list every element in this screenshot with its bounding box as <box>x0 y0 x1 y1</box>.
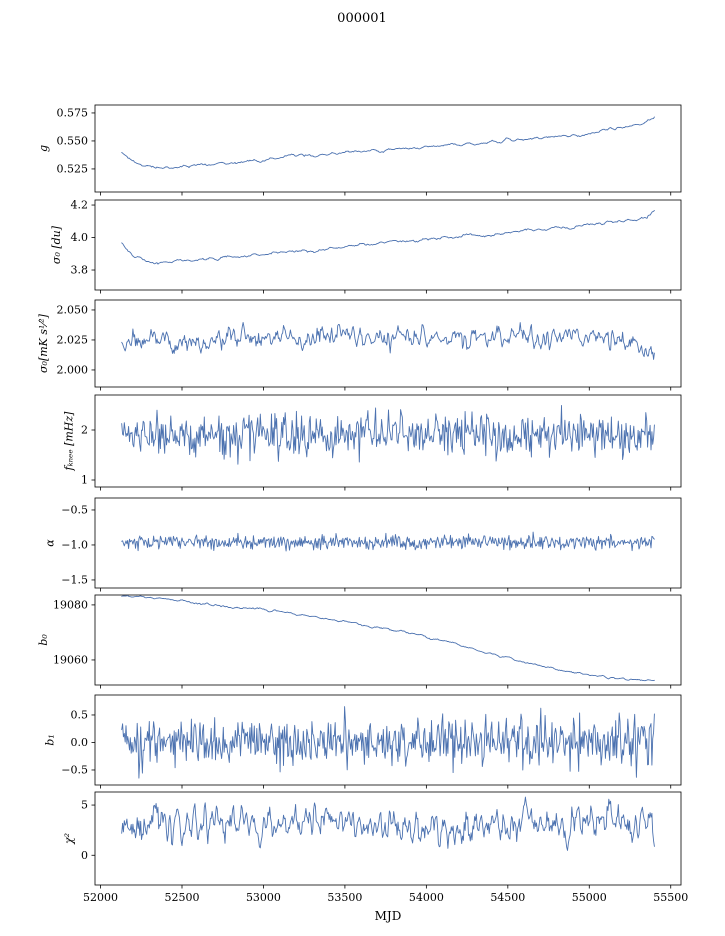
axes-frame <box>94 497 682 589</box>
x-axis-label: MJD <box>375 909 402 923</box>
y-axis-label-alpha: α <box>43 539 56 547</box>
y-axis-label-b1: b₁ <box>43 734 56 745</box>
y-tick-label: 1 <box>81 474 88 487</box>
subplot-g: 0.525 0.550 0.575 g <box>37 104 682 196</box>
y-tick-label: −0.5 <box>61 503 88 516</box>
y-axis-label-sigma0-du: σ₀ [du] <box>50 225 63 264</box>
subplot-b1: −0.5 0.0 0.5 b₁ <box>43 694 682 789</box>
y-axis-label-b0: b₀ <box>37 634 50 646</box>
x-tick-label: 54500 <box>490 891 525 904</box>
y-tick-label: 0.550 <box>57 134 89 147</box>
subplot-fknee: 1 2 fₖₙₑₑ [mHz] <box>63 394 682 491</box>
y-axis-label-fknee: fₖₙₑₑ [mHz] <box>63 411 76 472</box>
y-tick-label: 0.525 <box>57 162 89 175</box>
y-tick-label: −1.5 <box>61 573 88 586</box>
y-tick-label: 4.0 <box>71 231 89 244</box>
x-tick-label: 54000 <box>409 891 444 904</box>
series-line-g <box>121 116 655 169</box>
x-tick-label: 52000 <box>83 891 118 904</box>
y-tick-label: 0.575 <box>57 106 89 119</box>
subplot-sigma0-mks: 2.000 2.025 2.050 σ₀[mK s¹⁄²] <box>37 299 682 391</box>
x-tick-label: 53500 <box>327 891 362 904</box>
x-tick-label: 55500 <box>653 891 688 904</box>
series-line-chi2 <box>121 796 655 851</box>
y-tick-label: 0 <box>81 849 88 862</box>
series-line-sigma0-mks <box>121 321 655 360</box>
y-axis-label-sigma0-mks: σ₀[mK s¹⁄²] <box>37 313 50 373</box>
y-tick-label: 2.050 <box>57 303 89 316</box>
y-tick-label: 3.8 <box>71 264 89 277</box>
x-tick-label: 52500 <box>164 891 199 904</box>
series-line-sigma0-du <box>121 210 655 265</box>
series-line-alpha <box>121 531 655 552</box>
y-tick-label: 2.000 <box>57 363 89 376</box>
axes-frame <box>94 394 682 488</box>
y-tick-label: −0.5 <box>61 763 88 776</box>
y-tick-label: 2.025 <box>57 333 89 346</box>
axes-frame <box>94 594 682 686</box>
axes-frame <box>94 791 682 886</box>
figure-title: 000001 <box>337 11 387 26</box>
y-tick-label: 4.2 <box>71 199 89 212</box>
axes-frame <box>94 199 682 291</box>
y-axis-label-chi2: χ² <box>63 833 76 845</box>
subplot-chi2: 0 5 52000 52500 53000 53500 54000 54500 55000 555… <box>63 791 688 904</box>
y-axis-label-g: g <box>37 145 50 152</box>
y-tick-label: 0.5 <box>71 708 89 721</box>
y-tick-label: 5 <box>81 799 88 812</box>
subplot-b0: 19060 19080 b₀ <box>37 594 682 689</box>
y-tick-label: 19080 <box>53 598 88 611</box>
y-tick-label: −1.0 <box>61 538 88 551</box>
y-tick-label: 19060 <box>53 653 88 666</box>
series-line-fknee <box>121 405 655 465</box>
axes-frame <box>94 299 682 388</box>
axes-frame <box>94 694 682 786</box>
x-tick-label: 55000 <box>572 891 607 904</box>
y-tick-label: 0.0 <box>71 736 89 749</box>
axes-frame <box>94 104 682 193</box>
series-line-b1 <box>121 706 655 779</box>
subplot-alpha: −1.5 −1.0 −0.5 α <box>43 497 682 592</box>
series-line-b0 <box>121 595 655 682</box>
subplot-sigma0-du: 3.8 4.0 4.2 σ₀ [du] <box>50 199 682 294</box>
x-tick-label: 53000 <box>246 891 281 904</box>
y-tick-label: 2 <box>81 424 88 437</box>
